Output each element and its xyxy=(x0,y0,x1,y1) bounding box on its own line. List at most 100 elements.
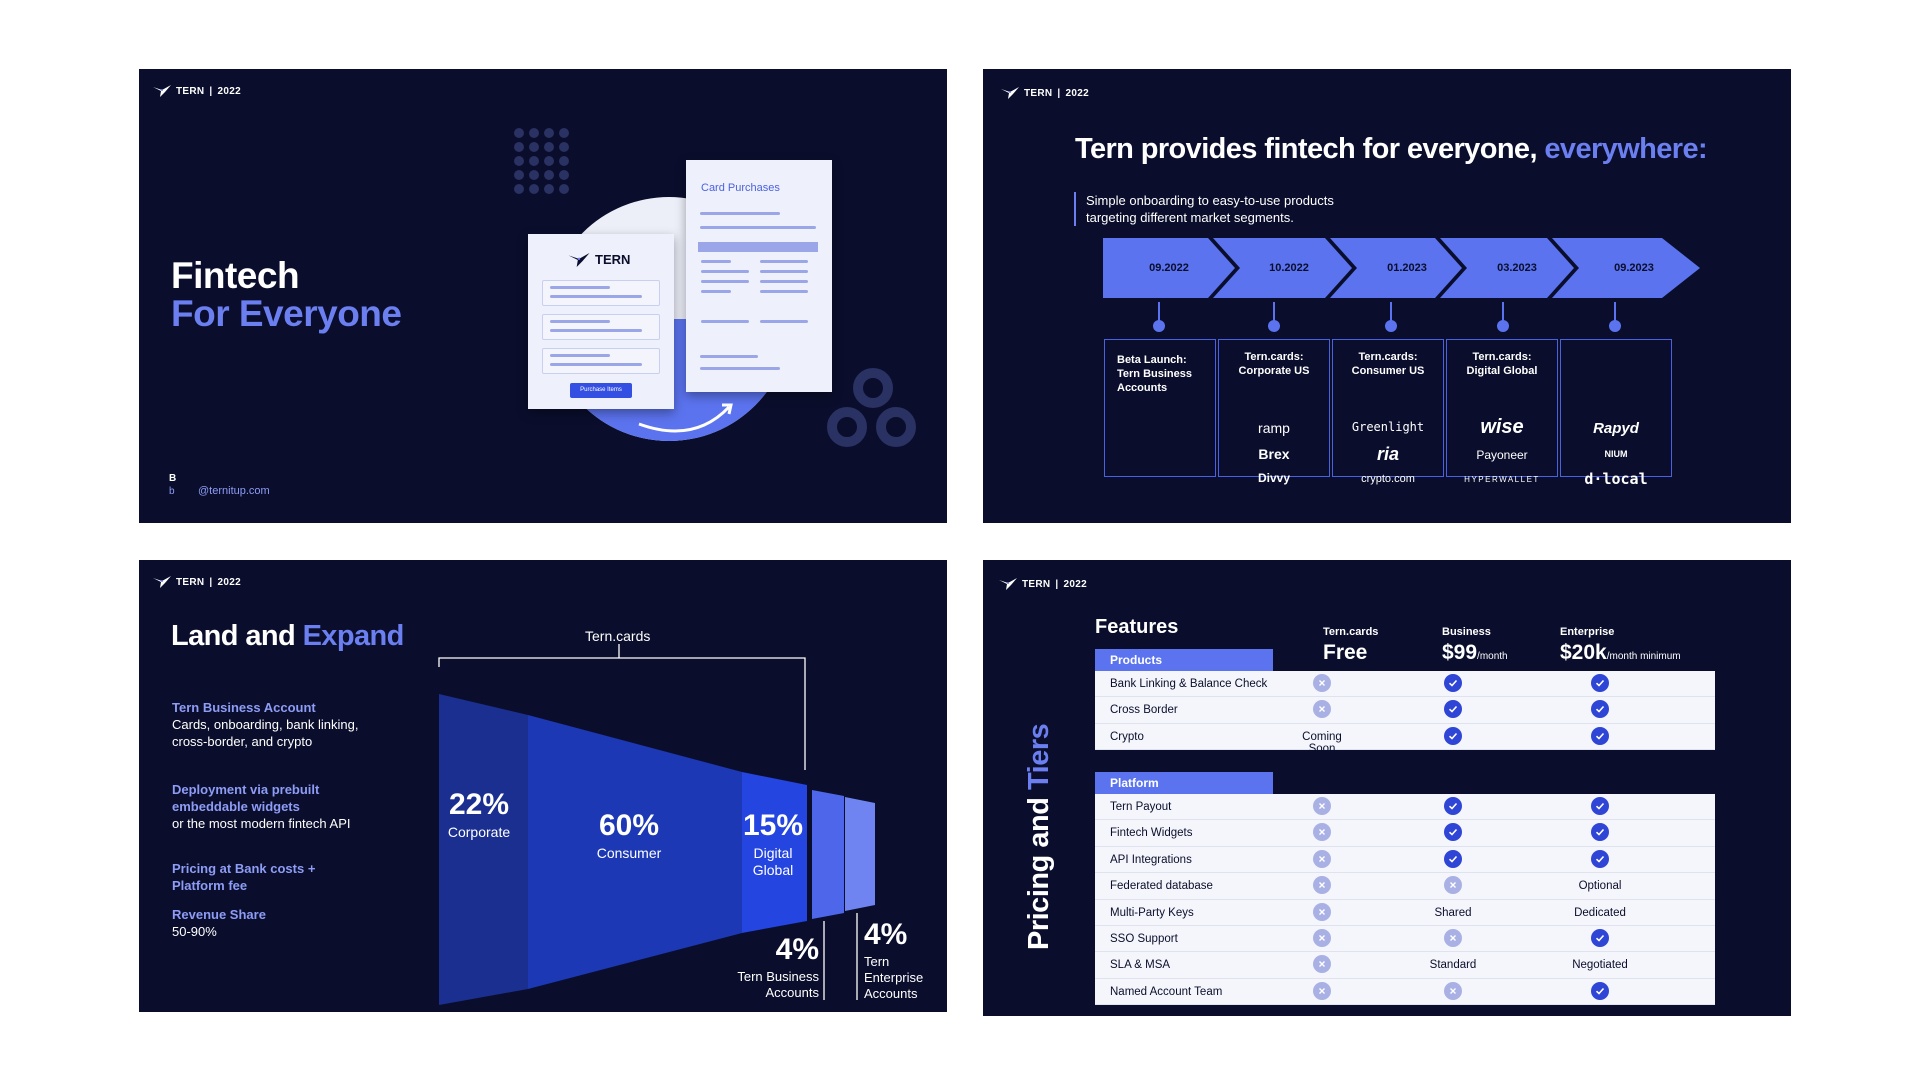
milestone-box-5: Rapyd NIUM d·local xyxy=(1560,339,1672,488)
tern-bird-icon xyxy=(568,252,590,267)
slide-fintech-for-everyone: TERN | 2022 Fintech For Everyone B b @tern… xyxy=(139,69,947,523)
tier-value: Negotiated xyxy=(1572,959,1628,972)
chevron-5 xyxy=(1552,238,1700,298)
brand-divvy: Divvy xyxy=(1257,471,1291,485)
tier-value: Shared xyxy=(1434,906,1472,919)
side-title-accent: Tiers xyxy=(1023,723,1055,791)
pct-consumer: 60% Consumer xyxy=(596,809,662,862)
cross-icon xyxy=(1292,981,1352,1003)
brand-crypto-com: crypto.com xyxy=(1361,473,1415,485)
feature-name: SLA & MSA xyxy=(1110,959,1171,972)
cross-icon xyxy=(1292,674,1352,695)
timeline-chevrons xyxy=(1103,238,1700,298)
cross-icon xyxy=(1423,928,1483,950)
check-icon xyxy=(1423,700,1483,721)
check-icon xyxy=(1423,674,1483,695)
check-icon xyxy=(1570,700,1630,721)
milestone-date-4: 03.2023 xyxy=(1497,262,1537,274)
title-accent: Expand xyxy=(302,620,405,652)
check-icon xyxy=(1423,797,1483,818)
check-icon xyxy=(1570,726,1630,748)
pct-digital-global: 15% Digital Global xyxy=(742,809,804,879)
feature-name: SSO Support xyxy=(1110,932,1178,945)
purchase-items-button[interactable]: Purchase Items xyxy=(570,383,632,398)
logo-year: 2022 xyxy=(217,576,241,588)
check-icon xyxy=(1570,981,1630,1003)
logo-text: TERN xyxy=(1022,578,1051,590)
tier-value: Dedicated xyxy=(1574,906,1626,919)
platform-table: Tern Payout Fintech Widgets API Integratio… xyxy=(1095,794,1715,1006)
milestone-date-1: 09.2022 xyxy=(1149,262,1189,274)
tier-business: Business $99/month xyxy=(1442,626,1508,664)
feature-name: Federated database xyxy=(1110,880,1213,893)
bracket-label: Tern.cards xyxy=(585,628,651,644)
feature-item: Tern Business Account Cards, onboarding, … xyxy=(172,700,359,749)
check-icon xyxy=(1570,928,1630,950)
cross-icon xyxy=(1292,823,1352,844)
table-row: Cross Border xyxy=(1095,697,1715,724)
slide-timeline: TERN | 2022 Tern provides fintech for ever… xyxy=(983,69,1791,523)
funnel xyxy=(438,644,875,1005)
table-row: Multi-Party Keys Shared Dedicated xyxy=(1095,900,1715,926)
tier-enterprise: Enterprise $20k/month minimum xyxy=(1560,626,1681,664)
brand-hyperwallet: HYPERWALLET xyxy=(1464,475,1540,484)
milestone-label: Beta Launch: Tern Business Accounts xyxy=(1117,354,1192,394)
slide3-title: Land and Expand xyxy=(171,620,404,653)
table-row: Crypto Coming Soon xyxy=(1095,724,1715,755)
logo-text: TERN xyxy=(176,576,205,588)
side-title: Pricing and Tiers xyxy=(1023,724,1056,950)
subtitle-line1: Simple onboarding to easy-to-use product… xyxy=(1086,193,1334,208)
brand-dlocal: d·local xyxy=(1584,470,1648,488)
slide2-title: Tern provides fintech for everyone, ever… xyxy=(1075,133,1708,166)
side-title-main: Pricing and xyxy=(1023,797,1055,950)
feature-name: Named Account Team xyxy=(1110,985,1223,998)
cross-icon xyxy=(1423,876,1483,897)
brand-rapyd: Rapyd xyxy=(1593,420,1639,437)
front-form-card: TERN Purchase Items xyxy=(528,234,674,409)
feature-name: Tern Payout xyxy=(1110,801,1172,813)
subtitle-line2: targeting different market segments. xyxy=(1086,210,1294,225)
funnel-segment-business xyxy=(812,790,844,919)
cross-icon xyxy=(1292,876,1352,897)
logo-year: 2022 xyxy=(1065,87,1089,99)
brand-payoneer: Payoneer xyxy=(1476,448,1528,462)
funnel-segment-digital-global xyxy=(742,772,807,933)
slide1-title: Fintech For Everyone xyxy=(171,257,402,333)
front-logo-text: TERN xyxy=(595,252,631,267)
contact-email[interactable]: @ternitup.com xyxy=(198,485,270,497)
table-row: SSO Support xyxy=(1095,926,1715,953)
brand-greenlight: Greenlight xyxy=(1351,420,1425,434)
pct-business-accounts: 4% Tern Business Accounts xyxy=(737,933,819,1001)
title-accent: everywhere: xyxy=(1544,133,1708,165)
brand-ramp: ramp xyxy=(1258,420,1290,436)
milestone-label: Tern.cards: Consumer US xyxy=(1351,351,1425,377)
chevron-2 xyxy=(1213,238,1352,298)
mark-lower: b xyxy=(169,486,175,497)
feature-item: Pricing at Bank costs + Platform fee xyxy=(172,861,316,893)
group-header-platform: Platform xyxy=(1095,772,1273,794)
tern-logo: TERN | 2022 xyxy=(153,576,241,588)
slide-land-and-expand: TERN | 2022 Land and Expand Tern Business … xyxy=(139,560,947,1012)
brand-brex: Brex xyxy=(1258,446,1290,462)
tern-logo: TERN | 2022 xyxy=(999,578,1087,590)
milestone-label: Tern.cards: Corporate US xyxy=(1238,351,1310,377)
logo-year: 2022 xyxy=(217,85,241,97)
table-row: Federated database Optional xyxy=(1095,873,1715,900)
products-table: Bank Linking & Balance Check Cross Border… xyxy=(1095,671,1715,755)
slide-pricing-and-tiers: TERN | 2022 Pricing and Tiers Features Ter… xyxy=(983,560,1791,1016)
cross-icon xyxy=(1292,700,1352,721)
check-icon xyxy=(1570,674,1630,695)
tern-logo: TERN | 2022 xyxy=(153,85,241,97)
tier-value: Optional xyxy=(1578,880,1622,893)
milestone-box-4: Tern.cards: Digital Global wise Payoneer … xyxy=(1446,339,1558,484)
card-purchases-panel: Card Purchases xyxy=(686,160,832,392)
milestone-box-2: Tern.cards: Corporate US ramp Brex Divvy xyxy=(1218,339,1330,485)
milestone-date-2: 10.2022 xyxy=(1269,262,1309,274)
tier-value: Coming Soon xyxy=(1302,730,1342,755)
tier-value: Standard xyxy=(1429,959,1477,972)
tern-logo: TERN | 2022 xyxy=(1001,87,1089,99)
logo-year: 2022 xyxy=(1063,578,1087,590)
milestone-label: Tern.cards: Digital Global xyxy=(1466,351,1538,377)
title-main: Land and xyxy=(171,620,296,652)
table-row: Tern Payout xyxy=(1095,794,1715,821)
